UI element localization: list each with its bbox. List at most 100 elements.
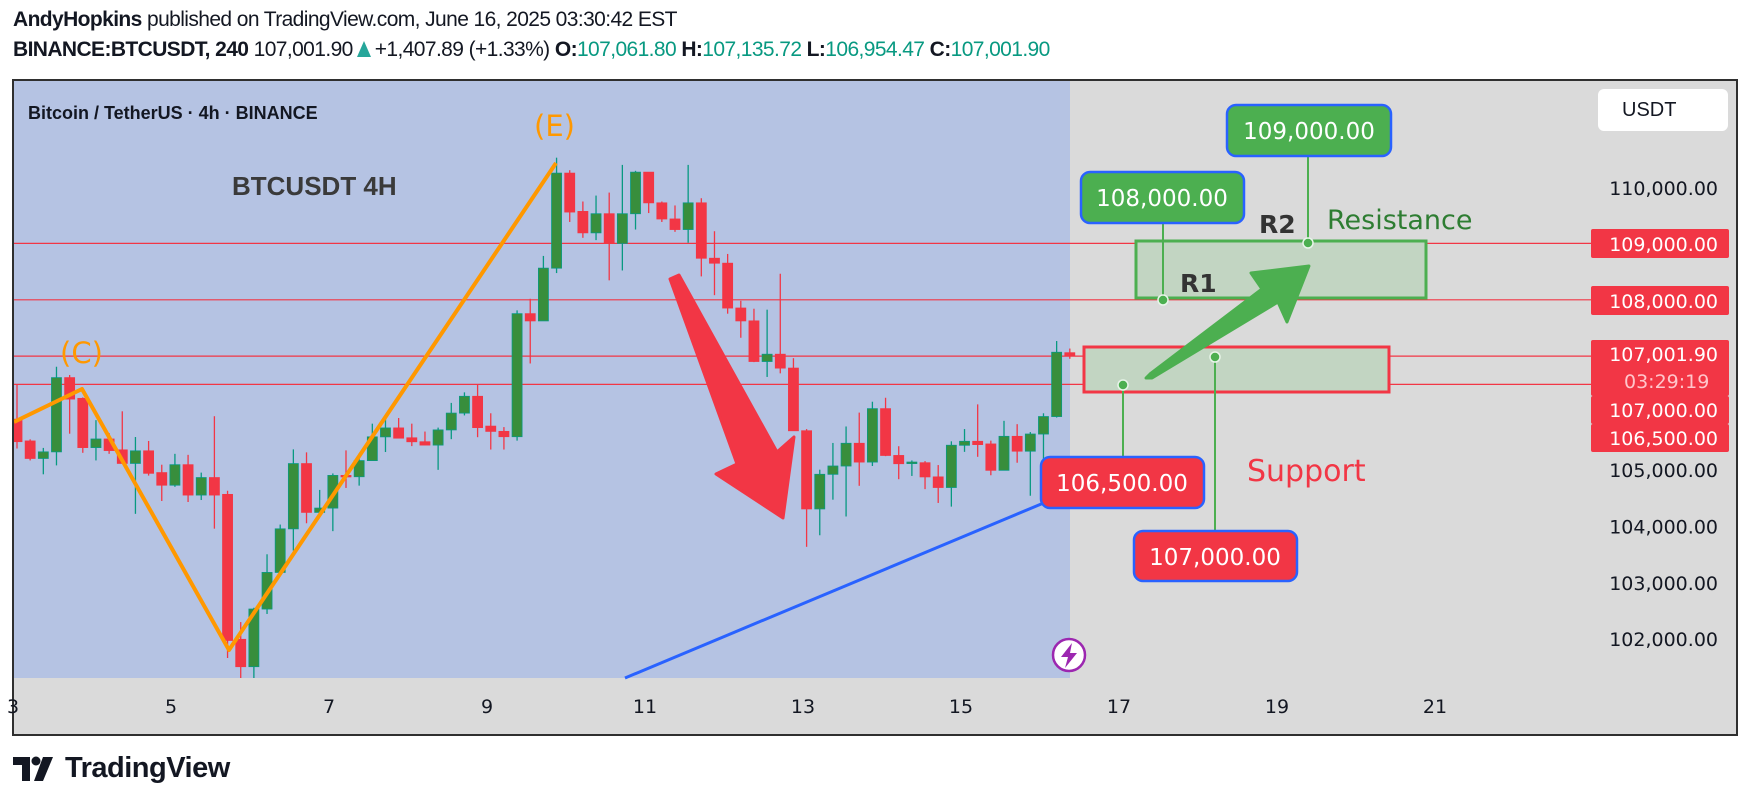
candle-body	[393, 427, 405, 439]
candle-body	[37, 451, 49, 459]
candle	[222, 490, 233, 658]
candle-body	[603, 213, 615, 244]
candle	[208, 416, 220, 529]
label-107000[interactable]: 107,000.00	[1132, 529, 1299, 583]
candle-body	[1024, 433, 1036, 452]
tradingview-logo[interactable]: TradingView	[13, 752, 230, 785]
candle	[445, 402, 457, 440]
candle	[143, 440, 155, 476]
candle	[616, 164, 628, 271]
candle-body	[564, 172, 576, 213]
candle-body	[353, 460, 365, 478]
last-price: 107,001.90	[253, 38, 354, 61]
candle-body	[814, 473, 826, 510]
price-tag	[1591, 424, 1729, 452]
candle-body	[169, 464, 181, 486]
candle	[64, 374, 76, 434]
candle	[801, 429, 812, 547]
candle	[37, 447, 49, 475]
candle	[998, 420, 1010, 471]
candle	[774, 273, 786, 374]
candle	[761, 309, 773, 377]
candle	[722, 253, 734, 314]
support-high-anchor[interactable]	[1209, 351, 1221, 363]
candle-body	[432, 429, 444, 446]
candle-body	[64, 377, 76, 400]
candle-body	[524, 313, 536, 322]
time-axis[interactable]: 3 5 7 9 11 13 15 17 19 21	[7, 696, 1447, 718]
chart-legend-title: Bitcoin / TetherUS · 4h · BINANCE	[28, 103, 318, 123]
candle	[1064, 348, 1076, 359]
candle-body	[880, 408, 891, 456]
label-106500[interactable]: 106,500.00	[1039, 455, 1206, 510]
candle	[156, 464, 168, 501]
candle-body	[669, 218, 681, 230]
candle-body	[248, 608, 260, 668]
price-change: +1,407.89 (+1.33%)	[374, 38, 550, 61]
candle-body	[195, 477, 207, 496]
candle-body	[301, 463, 312, 513]
candle	[248, 607, 260, 678]
candle-body	[406, 437, 418, 443]
candle	[538, 255, 549, 322]
up-arrow-icon	[1144, 264, 1311, 380]
price-tag	[1591, 286, 1729, 315]
candle	[169, 453, 181, 487]
candle-body	[853, 442, 865, 463]
r1-anchor[interactable]	[1157, 294, 1169, 306]
candle	[1011, 424, 1023, 463]
support-zone[interactable]	[1082, 345, 1391, 394]
candle	[590, 195, 602, 241]
candle	[130, 437, 141, 514]
candle	[301, 452, 312, 524]
candle-body	[801, 430, 812, 510]
r2-anchor[interactable]	[1302, 237, 1314, 249]
lightning-icon[interactable]	[1051, 637, 1087, 673]
highlighted-range	[14, 81, 1070, 678]
candle-body	[1064, 352, 1076, 357]
candle-body	[985, 443, 997, 471]
support-label: Support	[1247, 454, 1366, 489]
candle-body	[959, 440, 970, 446]
candle-body	[761, 353, 773, 362]
candle	[630, 170, 641, 230]
candle	[1024, 432, 1036, 496]
candle-body	[630, 171, 641, 215]
trend-line[interactable]	[624, 500, 1047, 680]
candle-body	[287, 463, 299, 530]
candle-body	[380, 427, 391, 438]
candle-body	[130, 450, 141, 464]
time-axis-label: 21	[1423, 696, 1447, 718]
down-arrow-icon	[668, 273, 796, 520]
candle	[551, 157, 562, 274]
currency-selector[interactable]: USDT	[1598, 89, 1728, 131]
price-tag-label: 106,500.00	[1609, 428, 1718, 450]
author-name[interactable]: AndyHopkins	[13, 8, 142, 31]
wave-line[interactable]	[14, 161, 558, 652]
time-axis-label: 17	[1107, 696, 1131, 718]
candle-body	[538, 267, 549, 322]
candle-body	[235, 638, 247, 668]
candle	[867, 401, 878, 467]
candle-body	[840, 442, 852, 467]
price-tag-label: 107,001.90	[1609, 344, 1718, 366]
label-109000[interactable]: 109,000.00	[1225, 103, 1393, 158]
candle	[788, 358, 799, 432]
time-axis-label: 3	[7, 696, 19, 718]
candle-body	[932, 476, 944, 488]
candle-body	[327, 475, 339, 509]
candle	[748, 308, 760, 363]
up-triangle-icon	[356, 41, 371, 57]
candle-body	[485, 425, 497, 432]
candle	[380, 418, 391, 453]
candle-body	[472, 395, 484, 429]
label-108000[interactable]: 108,000.00	[1079, 170, 1246, 225]
low-value: 106,954.47	[825, 38, 925, 61]
candle	[419, 431, 431, 446]
candle-body	[1038, 416, 1049, 435]
price-axis[interactable]: 110,000.00 105,000.00 104,000.00 103,000.00…	[1609, 178, 1718, 651]
support-low-anchor[interactable]	[1117, 379, 1129, 391]
candle	[182, 454, 194, 502]
bar-countdown: 03:29:19	[1624, 371, 1709, 393]
